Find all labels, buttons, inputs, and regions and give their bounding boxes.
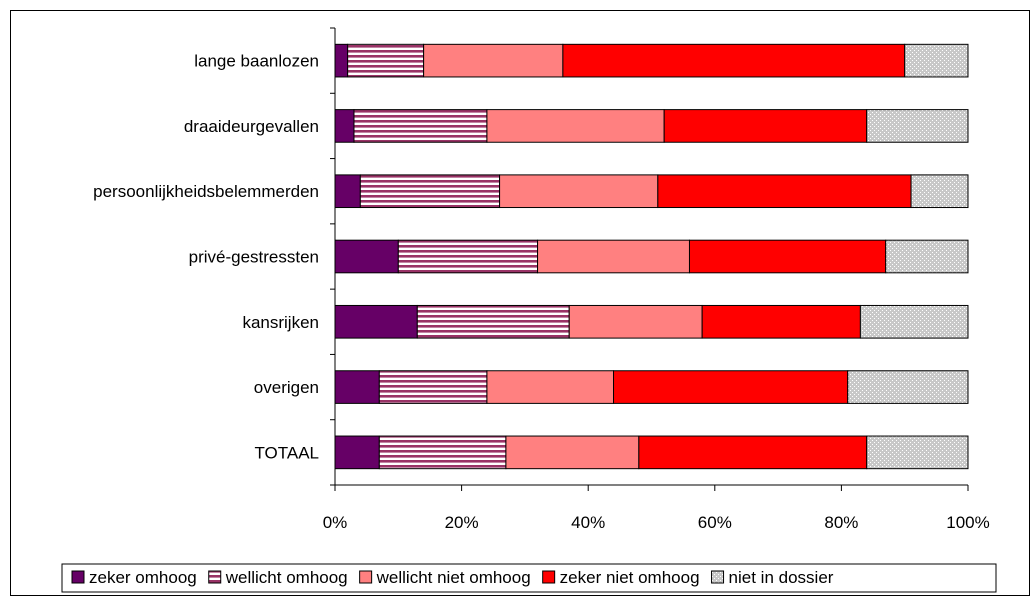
bar-lange-baanlozen-niet-in-dossier: [904, 43, 969, 78]
legend-label-wellicht-niet-omhoog: wellicht niet omhoog: [376, 568, 531, 587]
bar-draaideurgevallen-niet-in-dossier: [866, 109, 969, 143]
category-label: draaideurgevallen: [184, 117, 319, 136]
bar-lange-baanlozen-zeker-niet-omhoog: [562, 43, 906, 78]
x-tick-label: 0%: [323, 513, 348, 532]
legend-swatch-wellicht-omhoog: [208, 570, 222, 584]
x-tick-label: 60%: [698, 513, 732, 532]
bar-totaal-wellicht-niet-omhoog: [505, 435, 640, 470]
bar-prive-gestressten-wellicht-omhoog: [397, 239, 539, 274]
category-label: kansrijken: [242, 313, 319, 332]
bar-overigen-wellicht-omhoog: [378, 370, 488, 404]
chart-frame: [10, 10, 1030, 596]
legend-label-niet-in-dossier: niet in dossier: [729, 568, 834, 587]
bar-kansrijken-niet-in-dossier: [859, 304, 969, 339]
category-label: privé-gestressten: [189, 248, 319, 267]
x-tick-label: 100%: [946, 513, 989, 532]
legend-swatch-zeker-omhoog: [71, 570, 85, 584]
bar-prive-gestressten-wellicht-niet-omhoog: [537, 239, 690, 274]
bar-prive-gestressten-zeker-niet-omhoog: [688, 239, 887, 274]
bar-persoonlijkheidsbelemmerden-zeker-niet-omhoog: [657, 174, 912, 209]
bar-draaideurgevallen-wellicht-omhoog: [353, 109, 488, 143]
bar-overigen-zeker-omhoog: [334, 370, 380, 404]
bar-overigen-wellicht-niet-omhoog: [486, 370, 615, 404]
legend-swatch-wellicht-niet-omhoog: [359, 570, 373, 584]
legend-label-zeker-niet-omhoog: zeker niet omhoog: [560, 568, 700, 587]
bar-overigen-zeker-niet-omhoog: [613, 370, 849, 404]
bar-totaal-niet-in-dossier: [866, 435, 969, 470]
legend-label-zeker-omhoog: zeker omhoog: [89, 568, 197, 587]
x-tick-label: 80%: [824, 513, 858, 532]
legend-swatch-niet-in-dossier: [711, 570, 725, 584]
category-label: overigen: [254, 378, 319, 397]
bar-persoonlijkheidsbelemmerden-zeker-omhoog: [334, 174, 361, 209]
bar-draaideurgevallen-zeker-omhoog: [334, 109, 355, 143]
bar-kansrijken-wellicht-omhoog: [416, 304, 570, 339]
category-label: persoonlijkheidsbelemmerden: [93, 182, 319, 201]
bar-overigen-niet-in-dossier: [847, 370, 969, 404]
bar-totaal-wellicht-omhoog: [378, 435, 507, 470]
legend-label-wellicht-omhoog: wellicht omhoog: [225, 568, 348, 587]
bar-kansrijken-zeker-omhoog: [334, 304, 418, 339]
bar-persoonlijkheidsbelemmerden-wellicht-omhoog: [359, 174, 501, 209]
bar-totaal-zeker-omhoog: [334, 435, 380, 470]
bar-lange-baanlozen-wellicht-niet-omhoog: [423, 43, 564, 78]
bar-persoonlijkheidsbelemmerden-niet-in-dossier: [910, 174, 969, 209]
bar-prive-gestressten-zeker-omhoog: [334, 239, 399, 274]
legend: zeker omhoog wellicht omhoog wellicht niet…: [61, 563, 997, 593]
bar-draaideurgevallen-wellicht-niet-omhoog: [486, 109, 665, 143]
bar-kansrijken-zeker-niet-omhoog: [701, 304, 861, 339]
bar-prive-gestressten-niet-in-dossier: [885, 239, 969, 274]
legend-swatch-zeker-niet-omhoog: [542, 570, 556, 584]
bar-persoonlijkheidsbelemmerden-wellicht-niet-omhoog: [499, 174, 659, 209]
plot-area: lange baanlozen draaideurgevallen persoonl…: [93, 27, 990, 532]
bar-kansrijken-wellicht-niet-omhoog: [568, 304, 703, 339]
bar-totaal-zeker-niet-omhoog: [638, 435, 868, 470]
bar-lange-baanlozen-zeker-omhoog: [334, 43, 349, 78]
category-label: lange baanlozen: [194, 52, 319, 71]
x-tick-label: 20%: [445, 513, 479, 532]
x-tick-label: 40%: [571, 513, 605, 532]
category-label: TOTAAL: [254, 443, 319, 462]
bar-draaideurgevallen-zeker-niet-omhoog: [663, 109, 868, 143]
bar-lange-baanlozen-wellicht-omhoog: [347, 43, 425, 78]
